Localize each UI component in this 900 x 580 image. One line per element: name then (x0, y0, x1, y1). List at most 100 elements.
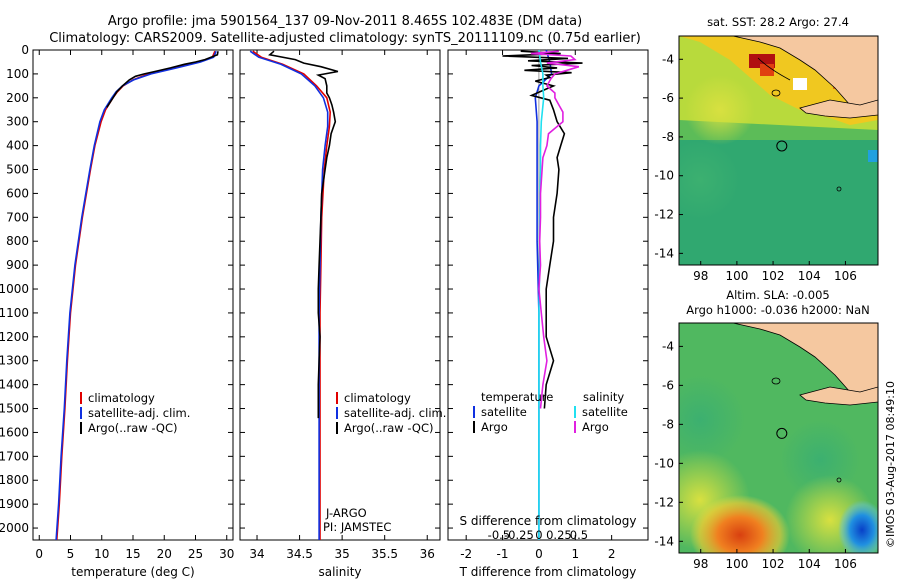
sst-map-title: sat. SST: 28.2 Argo: 27.4 (707, 15, 849, 29)
difference-axes-frame (447, 49, 649, 541)
legend-label-t-argo: Argo (481, 420, 508, 434)
high-sla-patch (690, 495, 790, 553)
x-tick-label: 35.5 (371, 547, 398, 561)
map-x-tick-label: 106 (834, 269, 857, 283)
land-sumatra (732, 36, 878, 113)
x-tick-label: 34.5 (286, 547, 313, 561)
map-y-tick-label: -10 (654, 456, 674, 470)
series-line-argo-raw-qc- (268, 50, 339, 419)
map-y-tick-label: -14 (654, 534, 674, 548)
low-sla-patch (838, 500, 878, 553)
legend-label-satellite: satellite-adj. clim. (344, 406, 446, 420)
argo-float-marker (776, 427, 788, 439)
y-tick-label: 1200 (0, 330, 29, 344)
s-tick-label: -0.5 (488, 528, 510, 542)
legend-label-satellite: satellite-adj. clim. (88, 406, 190, 420)
x-tick-label: 30 (219, 547, 234, 561)
salinity-xlabel: salinity (318, 565, 361, 579)
y-tick-label: 100 (6, 67, 29, 81)
series-line-argo-raw-qc- (106, 51, 219, 108)
legend-label-s-argo: Argo (582, 420, 609, 434)
map-y-tick-label: -14 (654, 246, 674, 260)
map-y-tick-label: -12 (654, 208, 674, 222)
s-tick-label: -0.25 (504, 528, 534, 542)
y-tick-label: 200 (6, 91, 29, 105)
series-line-climatology (252, 50, 332, 540)
x-tick-label: 35 (334, 547, 349, 561)
map-x-tick-label: 100 (725, 557, 748, 571)
map-x-tick-label: 104 (798, 269, 821, 283)
temperature-xlabel: temperature (deg C) (71, 565, 194, 579)
difference-panel: -2 -1 0 1 2 S difference from climatology -0… (447, 49, 649, 579)
sla-field (679, 323, 878, 553)
y-tick-label: 900 (6, 258, 29, 272)
salinity-legend: climatology satellite-adj. clim. Argo(..… (336, 391, 446, 435)
s-tick-label: 0.25 (546, 528, 572, 542)
y-tick-label: 600 (6, 186, 29, 200)
land-java (799, 99, 878, 119)
map-y-tick-label: -10 (654, 169, 674, 183)
argo-float-marker (776, 140, 788, 152)
sla-map-title-line1: Altim. SLA: -0.005 (726, 288, 830, 302)
map-x-tick-label: 98 (693, 269, 708, 283)
sst-map-panel: sat. SST: 28.2 Argo: 27.4 98 100 102 104 106… (654, 15, 879, 283)
y-tick-label: 700 (6, 210, 29, 224)
y-tick-label: 1600 (0, 425, 29, 439)
map-y-tick-label: -12 (654, 495, 674, 509)
s-tick-label: 0 (535, 528, 542, 542)
map-x-tick-label: 98 (693, 557, 708, 571)
x-tick-label: -2 (460, 547, 472, 561)
float-program-label: J-ARGO (325, 506, 367, 520)
y-tick-label: 1700 (0, 449, 29, 463)
y-tick-label: 500 (6, 163, 29, 177)
y-tick-label: 1300 (0, 354, 29, 368)
map-y-tick-label: -8 (662, 130, 674, 144)
map-x-tick-label: 102 (762, 557, 785, 571)
sst-map-frame (678, 35, 879, 266)
legend-header-temperature: temperature (481, 390, 553, 404)
temperature-axes-frame (32, 49, 234, 541)
x-tick-label: 2 (608, 547, 616, 561)
s-difference-label: S difference from climatology (460, 514, 637, 528)
temperature-legend: climatology satellite-adj. clim. Argo(..… (80, 391, 190, 435)
island (771, 89, 781, 97)
map-y-tick-label: -4 (662, 339, 674, 353)
x-tick-label: 34 (249, 547, 264, 561)
map-x-tick-label: 100 (725, 269, 748, 283)
series-line-temperature-satellite (534, 49, 553, 540)
x-tick-label: 0 (35, 547, 43, 561)
legend-label-argo: Argo(..raw -QC) (88, 421, 178, 435)
y-tick-label: 2000 (0, 521, 29, 535)
series-line-salinity-argo (530, 50, 580, 409)
map-x-tick-label: 106 (834, 557, 857, 571)
sst-field (679, 36, 878, 265)
legend-label-argo: Argo(..raw -QC) (344, 421, 434, 435)
legend-label-climatology: climatology (344, 391, 411, 405)
series-line-satellite-adj-clim- (55, 50, 217, 541)
difference-legend: temperature salinity satellite Argo sate… (473, 390, 628, 434)
legend-label-s-satellite: satellite (582, 405, 628, 419)
imos-timestamp: ©IMOS 03-Aug-2017 08:49:10 (884, 381, 897, 548)
x-tick-label: 20 (157, 547, 172, 561)
x-tick-label: -1 (497, 547, 509, 561)
x-tick-label: 25 (188, 547, 203, 561)
y-tick-label: 1000 (0, 282, 29, 296)
x-tick-label: 10 (94, 547, 109, 561)
y-tick-label: 300 (6, 115, 29, 129)
y-tick-label: 0 (21, 43, 29, 57)
x-tick-label: 36 (420, 547, 435, 561)
map-y-tick-label: -6 (662, 91, 674, 105)
map-x-tick-label: 102 (762, 269, 785, 283)
t-difference-xlabel: T difference from climatology (459, 565, 637, 579)
salinity-axes-frame (239, 49, 441, 541)
y-tick-label: 1500 (0, 402, 29, 416)
y-tick-label: 400 (6, 139, 29, 153)
temperature-panel: 0100200300400500600700800900100011001200… (0, 43, 234, 579)
salinity-panel: 34 34.5 35 35.5 36 salinity climatology sate… (239, 49, 446, 579)
x-tick-label: 15 (125, 547, 140, 561)
map-y-tick-label: -6 (662, 378, 674, 392)
sla-map-frame (678, 322, 879, 554)
series-line-climatology (56, 50, 216, 541)
map-y-tick-label: -8 (662, 417, 674, 431)
